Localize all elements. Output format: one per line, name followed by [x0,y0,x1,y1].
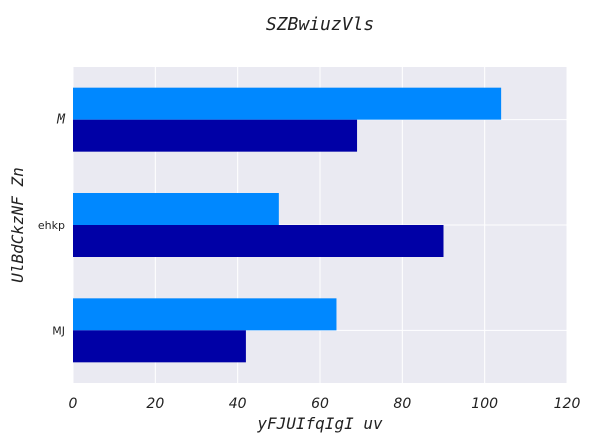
bars [73,87,502,363]
bar-series1-1 [73,193,279,225]
y-axis-label: UlBdCkzNF Zn [8,167,27,283]
y-tick-label: M [56,113,66,128]
y-tick-label: MJ [52,324,65,337]
bar-series1-0 [73,87,502,120]
x-tick-label: 80 [393,396,411,412]
x-tick-label: 40 [229,396,247,412]
y-tick-label: ehkp [38,219,65,232]
x-tick-label: 0 [69,396,78,412]
x-ticks: 0 20 40 60 80 100 120 [69,396,581,412]
x-tick-label: 120 [554,396,581,412]
bar-series2-0 [73,119,358,152]
x-axis-label: yFJUIfqIgI uv [256,414,383,433]
bar-series2-1 [73,225,444,257]
bar-series2-2 [73,330,246,363]
x-tick-label: 60 [311,396,329,412]
x-tick-label: 100 [471,396,498,412]
bar-series1-2 [73,298,337,331]
x-tick-label: 20 [146,396,164,412]
chart-title: SZBwiuzVls [266,14,374,35]
